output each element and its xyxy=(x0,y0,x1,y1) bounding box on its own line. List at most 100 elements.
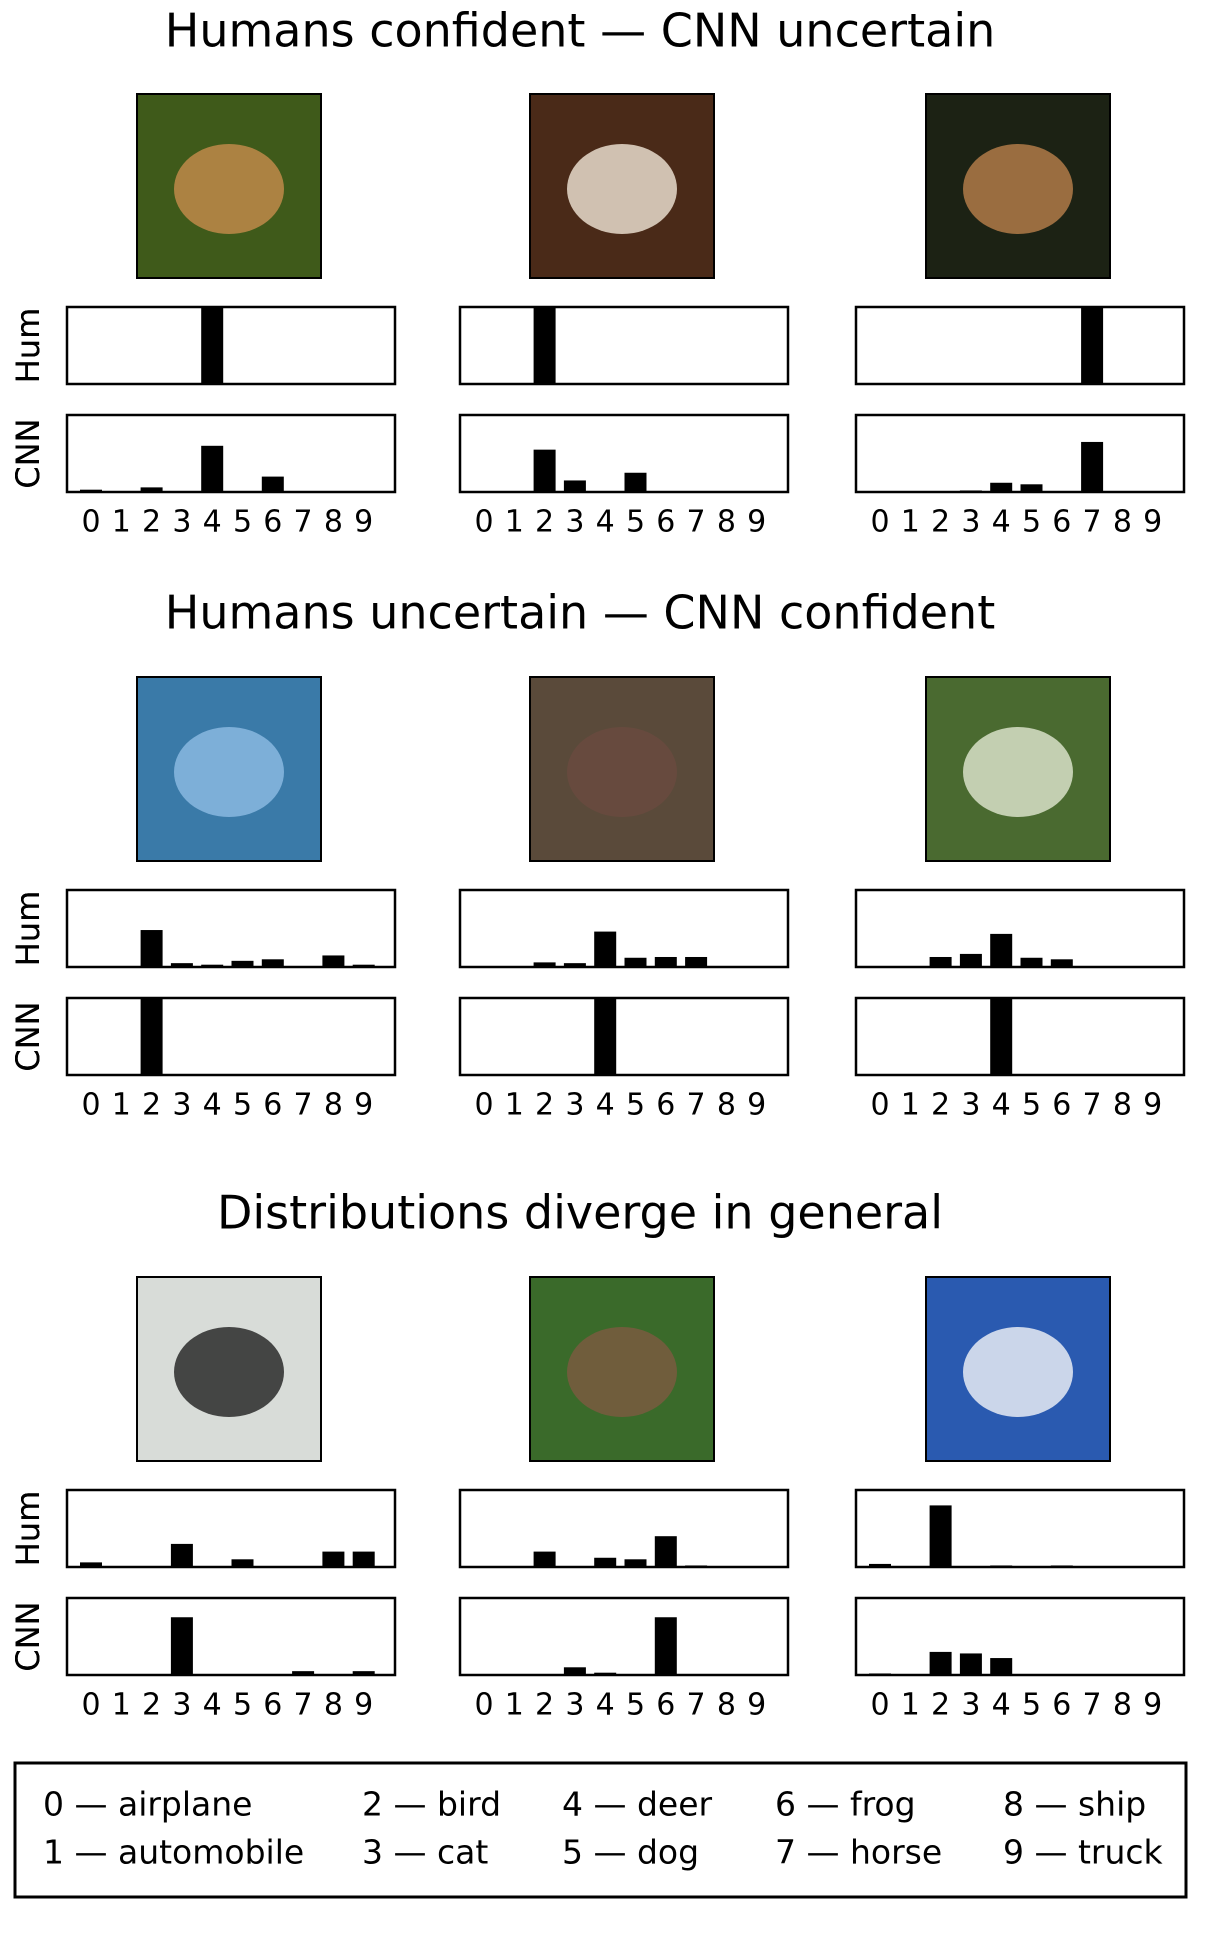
bar xyxy=(1050,959,1073,967)
x-tick-label: 4 xyxy=(203,1688,222,1723)
x-tick-label: 4 xyxy=(992,1688,1011,1723)
bar xyxy=(594,931,617,967)
section-title: Distributions diverge in general xyxy=(217,1186,943,1240)
bar xyxy=(624,1559,647,1567)
bar xyxy=(929,1651,952,1675)
x-tick-label: 5 xyxy=(233,505,252,540)
x-tick-label: 9 xyxy=(747,1688,766,1723)
chart-frame xyxy=(458,1488,790,1569)
bar xyxy=(959,953,982,967)
image-subject xyxy=(174,144,284,234)
chart-frame xyxy=(65,413,397,494)
x-tick-label: 7 xyxy=(1083,1688,1102,1723)
y-axis-label: CNN xyxy=(9,1601,47,1671)
bar xyxy=(261,476,284,492)
legend-entry: 1 — automobile xyxy=(43,1833,304,1872)
bar xyxy=(1020,1674,1043,1675)
y-axis-label: CNN xyxy=(9,418,47,488)
bar xyxy=(929,956,952,967)
bar xyxy=(990,482,1013,492)
x-tick-label: 7 xyxy=(687,1088,706,1123)
x-tick-label: 3 xyxy=(565,505,584,540)
y-axis-label: Hum xyxy=(9,891,47,967)
x-tick-label: 3 xyxy=(961,1088,980,1123)
chart-frame xyxy=(854,996,1186,1077)
x-tick-label: 8 xyxy=(1113,1088,1132,1123)
bar xyxy=(654,1617,677,1675)
x-tick-label: 1 xyxy=(901,1688,920,1723)
image-subject xyxy=(174,1327,284,1417)
x-tick-label: 8 xyxy=(1113,1688,1132,1723)
x-tick-label: 1 xyxy=(112,1088,131,1123)
bar xyxy=(352,964,375,967)
bar xyxy=(231,960,254,967)
bar xyxy=(170,1617,193,1675)
bar xyxy=(1081,307,1104,384)
bar xyxy=(140,487,163,492)
chart-frame xyxy=(65,888,397,969)
legend-entry: 6 — frog xyxy=(775,1785,916,1824)
bar xyxy=(685,956,708,967)
image xyxy=(529,1276,715,1462)
image-subject xyxy=(963,144,1073,234)
x-tick-label: 5 xyxy=(233,1688,252,1723)
x-tick-label: 3 xyxy=(172,1088,191,1123)
bar xyxy=(201,964,224,967)
bar xyxy=(869,1563,891,1567)
x-tick-label: 0 xyxy=(474,1688,493,1723)
legend-entry: 9 — truck xyxy=(1003,1833,1164,1872)
x-tick-label: 0 xyxy=(81,505,100,540)
section-title: Humans confident — CNN uncertain xyxy=(165,4,996,58)
x-tick-label: 1 xyxy=(505,1688,524,1723)
x-tick-label: 2 xyxy=(931,505,950,540)
bar xyxy=(322,955,345,967)
x-tick-label: 4 xyxy=(203,1088,222,1123)
x-tick-label: 3 xyxy=(565,1088,584,1123)
x-tick-label: 8 xyxy=(717,1088,736,1123)
x-tick-label: 6 xyxy=(1052,1088,1071,1123)
x-tick-label: 2 xyxy=(535,505,554,540)
x-tick-label: 4 xyxy=(992,1088,1011,1123)
y-axis-label: CNN xyxy=(9,1001,47,1071)
legend-entry: 2 — bird xyxy=(362,1785,501,1824)
bar xyxy=(352,1551,375,1567)
x-tick-label: 3 xyxy=(565,1688,584,1723)
bar xyxy=(261,959,284,967)
x-tick-label: 3 xyxy=(961,505,980,540)
x-tick-label: 6 xyxy=(263,505,282,540)
x-tick-label: 7 xyxy=(687,1688,706,1723)
x-tick-label: 1 xyxy=(112,505,131,540)
bar xyxy=(533,449,556,492)
x-tick-label: 5 xyxy=(1022,1688,1041,1723)
x-tick-label: 3 xyxy=(172,505,191,540)
legend-entry: 7 — horse xyxy=(775,1833,942,1872)
x-tick-label: 5 xyxy=(626,1688,645,1723)
x-tick-label: 2 xyxy=(142,1688,161,1723)
bar xyxy=(654,956,677,967)
bar xyxy=(1081,1566,1104,1567)
x-tick-label: 3 xyxy=(172,1688,191,1723)
y-axis-label: Hum xyxy=(9,308,47,384)
bar xyxy=(533,307,556,384)
x-tick-label: 7 xyxy=(294,505,313,540)
bar xyxy=(959,1653,982,1675)
y-axis-label: CNN xyxy=(9,1601,47,1671)
x-tick-label: 6 xyxy=(656,505,675,540)
chart-frame xyxy=(854,888,1186,969)
bar xyxy=(563,963,586,967)
x-tick-label: 0 xyxy=(870,505,889,540)
x-tick-label: 5 xyxy=(233,1088,252,1123)
bar xyxy=(352,1671,375,1675)
bar xyxy=(624,957,647,967)
bar xyxy=(990,933,1013,967)
chart-frame xyxy=(854,1488,1186,1569)
x-tick-label: 6 xyxy=(1052,1688,1071,1723)
x-tick-label: 6 xyxy=(263,1088,282,1123)
y-axis-label: CNN xyxy=(9,418,47,488)
y-axis-label: Hum xyxy=(9,308,47,384)
bar xyxy=(80,489,102,492)
bar xyxy=(929,1505,952,1567)
chart-frame xyxy=(458,305,790,386)
chart-frame xyxy=(854,413,1186,494)
